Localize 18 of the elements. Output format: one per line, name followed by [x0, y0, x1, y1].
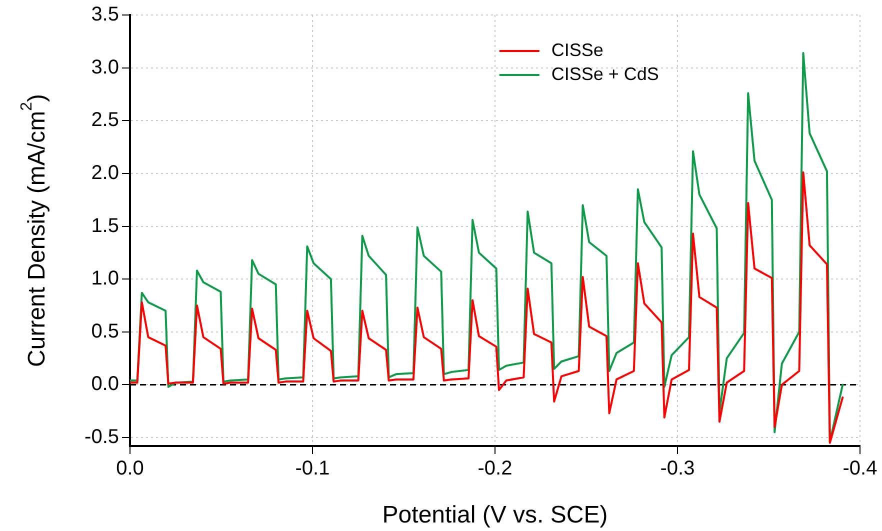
x-tick-label: 0.0: [116, 458, 144, 480]
y-tick-label: 2.0: [91, 162, 119, 184]
y-tick-label: 3.0: [91, 56, 119, 78]
legend-label: CISSe + CdS: [551, 64, 659, 84]
y-tick-label: 0.0: [91, 373, 119, 396]
x-tick-label: -0.2: [478, 458, 512, 480]
x-tick-label: -0.1: [295, 458, 330, 480]
y-tick-label: -0.5: [84, 426, 119, 448]
y-tick-label: 3.5: [91, 4, 119, 26]
x-tick-label: -0.3: [660, 458, 695, 480]
y-tick-label: 1.5: [91, 214, 119, 237]
y-tick-label: 0.5: [91, 320, 119, 342]
y-axis-title: Current Density (mA/cm2): [18, 94, 51, 367]
y-tick-label: 1.0: [91, 268, 119, 290]
x-axis-title: Potential (V vs. SCE): [382, 502, 608, 529]
legend-label: CISSe: [551, 40, 604, 60]
y-tick-label: 2.5: [91, 109, 119, 132]
x-tick-label: -0.4: [842, 458, 878, 480]
